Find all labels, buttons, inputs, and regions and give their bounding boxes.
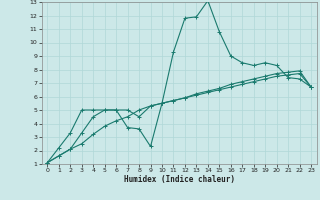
X-axis label: Humidex (Indice chaleur): Humidex (Indice chaleur) [124,175,235,184]
